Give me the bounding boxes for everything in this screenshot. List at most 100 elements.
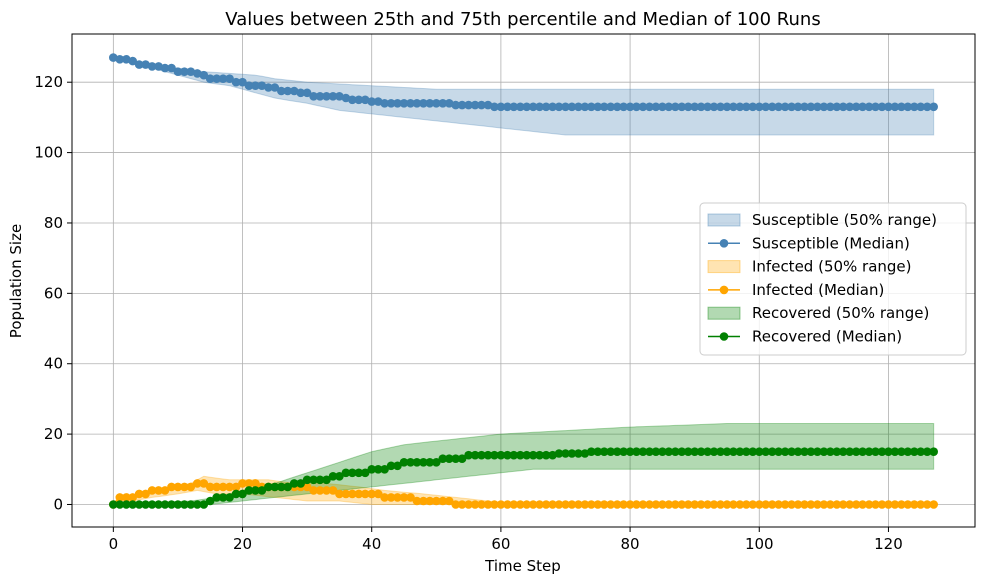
susceptible-median-point [322,92,331,101]
infected-median-point [729,500,738,509]
recovered-median-point [444,454,454,464]
infected-median-point [832,500,842,509]
susceptible-median-point [780,102,790,112]
infected-median-point [742,500,751,509]
susceptible-median-point [800,102,809,112]
infected-median-point [322,486,331,495]
recovered-median-point [554,449,564,458]
susceptible-median-point [516,102,525,112]
infected-median-point [690,500,699,509]
susceptible-median-point [554,102,564,112]
susceptible-median-point [199,70,209,80]
infected-median-point [929,500,938,509]
infected-median-point [910,500,919,509]
susceptible-median-point [851,102,861,112]
recovered-median-point [315,475,325,485]
infected-median-point [406,493,415,502]
recovered-median-point [696,447,706,457]
recovered-median-point [761,447,770,457]
infected-median-point [722,500,732,509]
infected-median-point [671,500,680,509]
infected-median-point [819,500,829,509]
recovered-median-point [787,447,796,457]
recovered-median-point [567,449,577,458]
x-tick-label-2: 40 [362,535,381,553]
infected-median-point [238,479,247,488]
susceptible-median-point [134,60,144,69]
susceptible-median-point [599,102,609,112]
recovered-median-point [128,500,137,509]
recovered-median-point [606,447,615,457]
infected-median-point [774,500,783,509]
recovered-median-point [160,500,170,509]
susceptible-median [109,53,938,112]
recovered-median-point [141,500,150,509]
recovered-median-point [645,447,654,457]
susceptible-median-point [528,102,538,112]
infected-median-point [503,500,512,509]
recovered-median-point [193,500,202,509]
infected-median-point [516,500,525,509]
infected-median-point [619,500,628,509]
recovered-median-point [115,500,125,509]
recovered-median-point [393,461,402,471]
recovered-median-point [677,447,687,457]
median-lines [109,53,938,509]
susceptible-median-point [884,102,893,112]
susceptible-median-point [451,100,461,110]
infected-median-point [451,500,461,509]
susceptible-median-point [231,77,241,87]
infected-median-point [141,489,150,499]
recovered-median-point [180,500,189,509]
recovered-median-point [541,450,551,460]
susceptible-median-point [690,102,699,112]
recovered-median-point [205,496,215,506]
susceptible-median-point [167,63,176,73]
recovered-median-point [528,450,538,460]
recovered-median-point [838,447,848,457]
recovered-median-point [703,447,712,457]
legend-label-5: Recovered (Median) [752,328,902,346]
susceptible-median-point [735,102,745,112]
chart-title: Values between 25th and 75th percentile … [225,9,820,30]
plot-frame [71,33,976,528]
infected-median-point [645,500,654,509]
recovered-median-point [412,458,422,467]
susceptible-median-point [309,92,318,101]
susceptible-band [113,57,935,136]
infected-median-point [813,500,822,509]
susceptible-median-point [160,63,170,73]
susceptible-median-point [755,102,764,112]
infected-median-point [354,489,364,499]
recovered-median-point [755,447,764,457]
legend-marker-5 [719,332,729,341]
infected-median-point [302,482,312,492]
recovered-median-point [348,468,357,478]
recovered-median-point [341,468,351,478]
susceptible-median-point [503,102,512,112]
recovered-median-point [322,475,331,485]
susceptible-median-point [128,56,137,66]
susceptible-median-point [716,102,725,112]
legend-swatch-2 [707,260,741,274]
susceptible-median-point [651,102,661,112]
recovered-median-point [574,449,583,458]
infected-median-point [780,500,790,509]
susceptible-median-point [574,102,583,112]
susceptible-median-point [496,102,506,112]
recovered-median-point [199,500,209,509]
susceptible-median-point [567,102,577,112]
susceptible-median-point [858,102,867,112]
susceptible-median-point [277,86,286,96]
recovered-median-point [167,500,176,509]
infected-median-point [548,500,557,509]
recovered-median-point [774,447,783,457]
recovered-median-point [599,447,609,457]
recovered-median-point [186,500,196,509]
recovered-median-point [289,479,299,488]
susceptible-median-point [264,83,273,92]
infected-median-point [412,496,422,506]
infected-median-point [903,500,913,509]
recovered-median-point [858,447,867,457]
